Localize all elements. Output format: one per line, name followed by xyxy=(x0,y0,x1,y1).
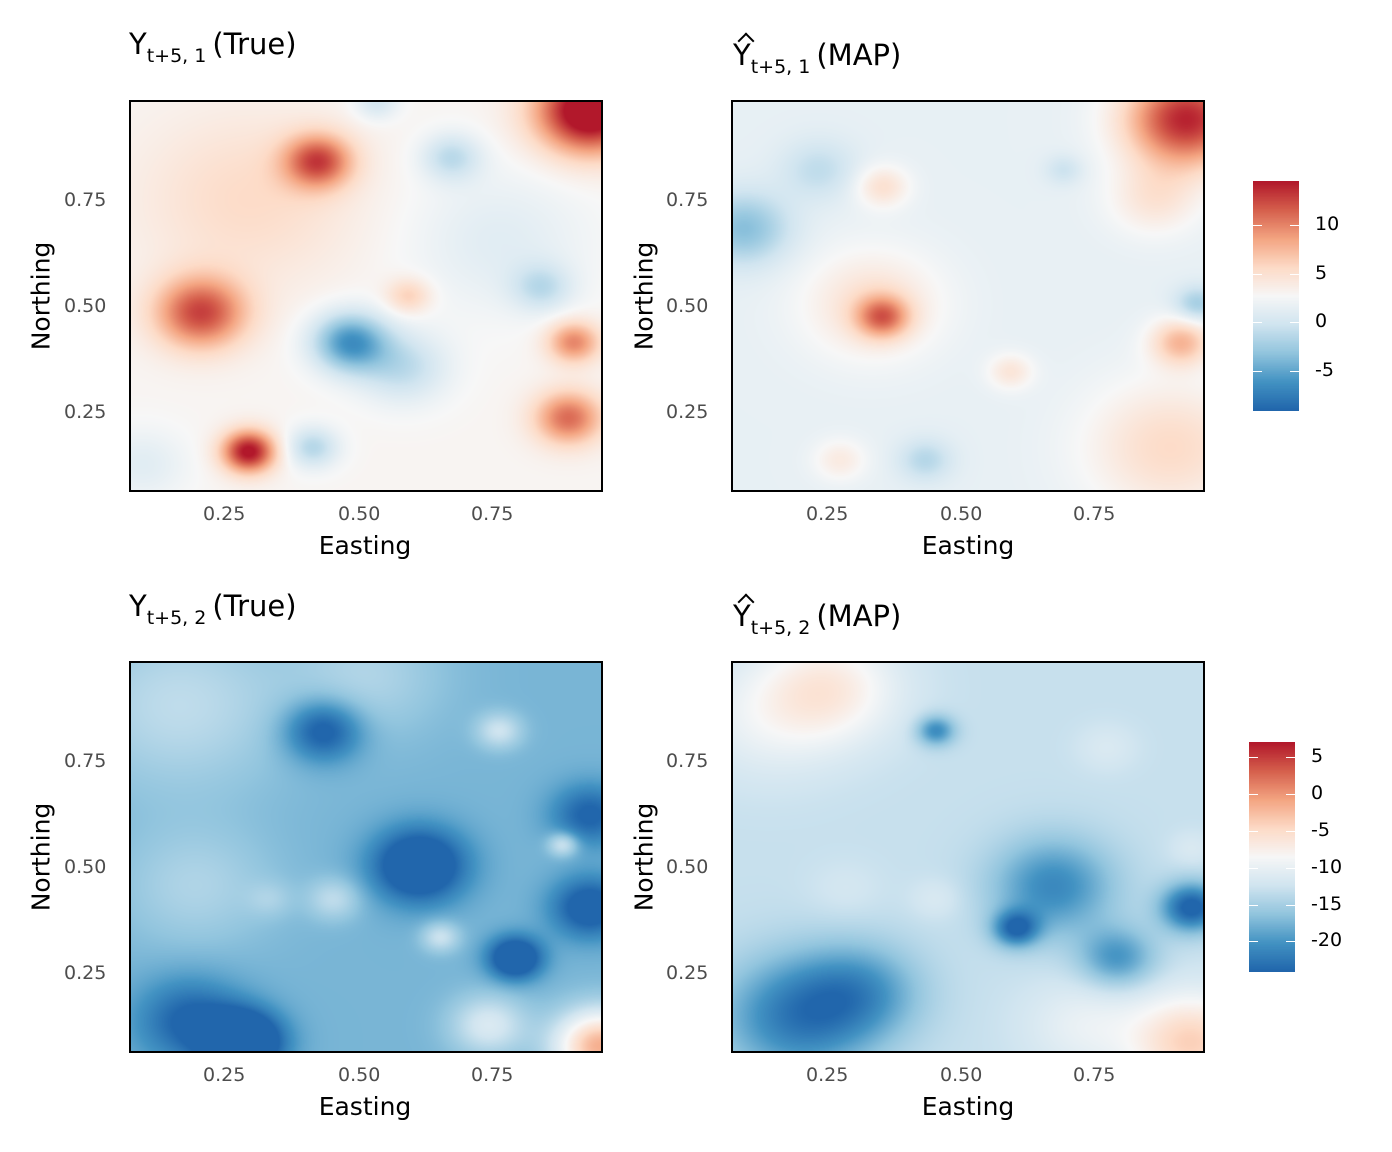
colorbar: 5 0 -5 -10 -15 -20 xyxy=(1249,742,1359,972)
colorbar-tick-mark xyxy=(1249,941,1258,943)
x-tick-label: 0.25 xyxy=(203,1064,246,1086)
title-suffix: (MAP) xyxy=(816,38,902,72)
y-axis-label: Northing xyxy=(26,802,56,912)
panel-title: Yt+5, 2 (True) xyxy=(129,589,297,628)
x-tick-label: 0.25 xyxy=(806,503,849,525)
title-subscript: t+5, 2 xyxy=(750,617,811,639)
colorbar-tick-mark xyxy=(1253,371,1262,373)
y-tick-label: 0.25 xyxy=(666,401,709,423)
colorbar-tick-label: -20 xyxy=(1311,929,1343,952)
y-axis-label: Northing xyxy=(629,802,659,912)
x-tick-label: 0.25 xyxy=(806,1064,849,1086)
colorbar-tick-label: -15 xyxy=(1311,892,1343,915)
colorbar-tick-label: -10 xyxy=(1311,855,1343,878)
y-axis-label: Northing xyxy=(629,241,659,351)
colorbar-tick-mark xyxy=(1290,322,1299,324)
colorbar-tick-mark xyxy=(1290,371,1299,373)
panel-title: Yt+5, 1 (MAP) xyxy=(733,38,902,77)
colorbar-tick-label: -5 xyxy=(1315,359,1334,382)
y-tick-label: 0.25 xyxy=(64,962,107,984)
heatmap-raster xyxy=(131,663,601,1051)
x-tick-label: 0.25 xyxy=(203,503,246,525)
y-tick-label: 0.25 xyxy=(666,962,709,984)
colorbar-tick-label: 10 xyxy=(1315,212,1340,235)
y-axis-label: Northing xyxy=(26,241,56,351)
colorbar-tick-label: 5 xyxy=(1311,744,1324,767)
heatmap-raster xyxy=(131,102,601,490)
colorbar-tick-mark xyxy=(1286,904,1295,906)
heatmap-plot xyxy=(731,100,1205,492)
heatmap-raster xyxy=(733,102,1203,490)
panel-title: Yt+5, 1 (True) xyxy=(129,27,297,66)
title-subscript: t+5, 1 xyxy=(750,56,811,78)
x-axis-label: Easting xyxy=(318,1092,412,1121)
heatmap-raster xyxy=(733,663,1203,1051)
x-tick-label: 0.75 xyxy=(1073,503,1116,525)
colorbar-gradient xyxy=(1249,742,1295,972)
colorbar-tick-mark xyxy=(1286,830,1295,832)
panel-title: Yt+5, 2 (MAP) xyxy=(733,599,902,638)
y-tick-label: 0.50 xyxy=(666,295,709,317)
x-axis-label: Easting xyxy=(921,531,1015,560)
title-suffix: (True) xyxy=(212,27,297,61)
colorbar-tick-mark xyxy=(1253,273,1262,275)
heatmap-plot xyxy=(731,661,1205,1053)
y-tick-label: 0.75 xyxy=(64,189,107,211)
colorbar-tick-mark xyxy=(1253,322,1262,324)
colorbar-gradient xyxy=(1253,181,1299,411)
heatmap-plot xyxy=(129,661,603,1053)
title-base-hat: Y xyxy=(733,38,751,72)
title-subscript: t+5, 1 xyxy=(146,45,207,67)
y-tick-label: 0.75 xyxy=(64,750,107,772)
y-tick-label: 0.25 xyxy=(64,401,107,423)
colorbar-tick-mark xyxy=(1286,867,1295,869)
x-tick-label: 0.50 xyxy=(940,1064,983,1086)
heatmap-plot xyxy=(129,100,603,492)
x-tick-label: 0.50 xyxy=(338,1064,381,1086)
colorbar-tick-mark xyxy=(1286,793,1295,795)
colorbar-tick-mark xyxy=(1249,867,1258,869)
title-subscript: t+5, 2 xyxy=(146,607,207,629)
y-tick-label: 0.75 xyxy=(666,189,709,211)
colorbar-tick-mark xyxy=(1290,273,1299,275)
colorbar-tick-label: 0 xyxy=(1311,781,1324,804)
y-tick-label: 0.50 xyxy=(64,856,107,878)
title-base: Y xyxy=(129,589,147,623)
y-tick-label: 0.50 xyxy=(64,295,107,317)
colorbar-tick-mark xyxy=(1249,904,1258,906)
x-tick-label: 0.75 xyxy=(471,503,514,525)
colorbar: 10 5 0 -5 xyxy=(1253,181,1363,411)
colorbar-tick-mark xyxy=(1290,224,1299,226)
y-tick-label: 0.50 xyxy=(666,856,709,878)
title-base: Y xyxy=(129,27,147,61)
colorbar-tick-mark xyxy=(1286,756,1295,758)
title-suffix: (True) xyxy=(212,589,297,623)
x-tick-label: 0.50 xyxy=(338,503,381,525)
x-axis-label: Easting xyxy=(318,531,412,560)
colorbar-tick-mark xyxy=(1286,941,1295,943)
colorbar-tick-mark xyxy=(1253,224,1262,226)
x-tick-label: 0.75 xyxy=(1073,1064,1116,1086)
y-tick-label: 0.75 xyxy=(666,750,709,772)
colorbar-tick-label: 5 xyxy=(1315,261,1328,284)
x-tick-label: 0.50 xyxy=(940,503,983,525)
title-base-hat: Y xyxy=(733,599,751,633)
colorbar-tick-label: -5 xyxy=(1311,818,1330,841)
colorbar-tick-mark xyxy=(1249,830,1258,832)
x-tick-label: 0.75 xyxy=(471,1064,514,1086)
colorbar-tick-mark xyxy=(1249,756,1258,758)
colorbar-tick-label: 0 xyxy=(1315,310,1328,333)
title-suffix: (MAP) xyxy=(816,599,902,633)
x-axis-label: Easting xyxy=(921,1092,1015,1121)
colorbar-tick-mark xyxy=(1249,793,1258,795)
